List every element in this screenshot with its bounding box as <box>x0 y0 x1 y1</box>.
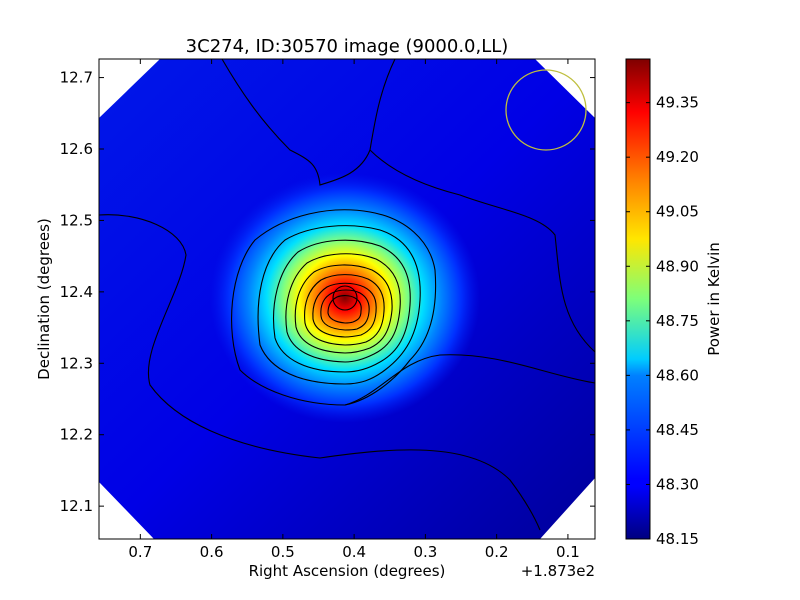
y-axis-label: Declination (degrees) <box>35 218 53 380</box>
colorbar-label: Power in Kelvin <box>705 242 723 356</box>
colorbar <box>625 58 651 540</box>
chart-title: 3C274, ID:30570 image (9000.0,LL) <box>186 36 509 57</box>
colorbar-tick-label: 48.60 <box>656 366 699 384</box>
y-tick-label: 12.2 <box>60 426 93 444</box>
x-tick-label: 0.6 <box>200 543 224 561</box>
x-axis-label: Right Ascension (degrees) <box>249 562 446 580</box>
colorbar-tick-label: 49.35 <box>656 94 699 112</box>
colorbar-tick-label: 48.45 <box>656 421 699 439</box>
source-emission <box>210 173 480 423</box>
y-tick-label: 12.1 <box>60 497 93 515</box>
x-tick-label: 0.4 <box>342 543 366 561</box>
x-tick-label: 0.7 <box>128 543 152 561</box>
x-tick-label: 0.2 <box>485 543 509 561</box>
y-tick-label: 12.5 <box>60 211 93 229</box>
plot-image <box>99 59 595 539</box>
x-axis-offset: +1.873e2 <box>521 562 595 580</box>
x-tick-label: 0.3 <box>413 543 437 561</box>
colorbar-tick-label: 49.05 <box>656 203 699 221</box>
y-tick-label: 12.4 <box>60 283 93 301</box>
colorbar-tick-label: 48.75 <box>656 312 699 330</box>
beam-circle <box>505 69 587 151</box>
y-tick-label: 12.7 <box>60 69 93 87</box>
y-axis: 12.1 12.2 12.3 12.4 12.5 12.6 12.7 <box>60 69 595 515</box>
colorbar-tick-label: 48.90 <box>656 257 699 275</box>
plot-frame <box>98 58 596 540</box>
colorbar-tick-label: 48.30 <box>656 475 699 493</box>
x-tick-label: 0.1 <box>556 543 580 561</box>
y-tick-label: 12.6 <box>60 140 93 158</box>
x-tick-label: 0.5 <box>271 543 295 561</box>
x-axis: 0.7 0.6 0.5 0.4 0.3 0.2 0.1 <box>128 59 580 561</box>
y-tick-label: 12.3 <box>60 354 93 372</box>
colorbar-tick-label: 48.15 <box>656 530 699 548</box>
colorbar-ticks: 48.15 48.30 48.45 48.60 48.75 48.90 49.05 49.20… <box>626 94 699 548</box>
contour-lines <box>99 59 595 531</box>
colorbar-tick-label: 49.20 <box>656 148 699 166</box>
